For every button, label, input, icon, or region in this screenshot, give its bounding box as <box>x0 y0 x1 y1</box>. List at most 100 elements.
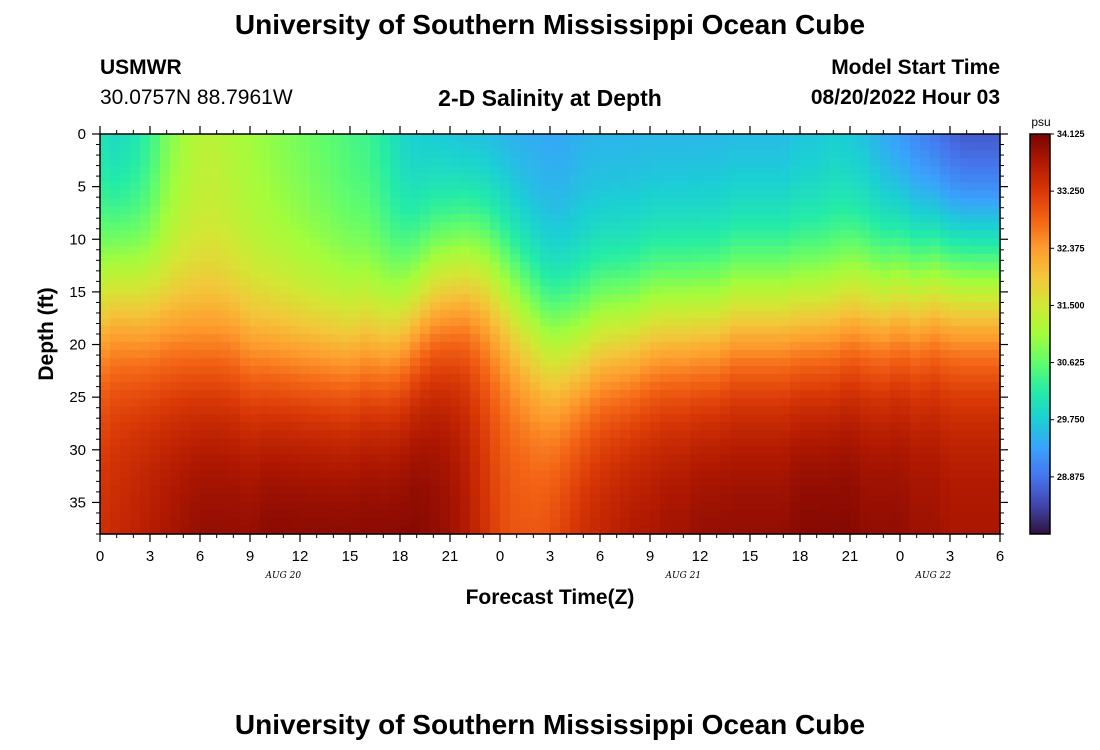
heatmap-cell <box>540 350 551 359</box>
heatmap-cell <box>300 158 311 167</box>
heatmap-cell <box>330 230 341 239</box>
heatmap-cell <box>600 246 611 255</box>
heatmap-cell <box>320 230 331 239</box>
heatmap-cell <box>140 406 151 415</box>
heatmap-cell <box>200 158 211 167</box>
heatmap-cell <box>910 358 921 367</box>
heatmap-cell <box>780 334 791 343</box>
heatmap-cell <box>140 390 151 399</box>
heatmap-cell <box>820 422 831 431</box>
heatmap-cell <box>890 174 901 183</box>
heatmap-cell <box>410 198 421 207</box>
heatmap-cell <box>970 446 981 455</box>
heatmap-cell <box>650 398 661 407</box>
heatmap-cell <box>640 406 651 415</box>
heatmap-cell <box>850 238 861 247</box>
heatmap-cell <box>190 438 201 447</box>
heatmap-cell <box>500 198 511 207</box>
heatmap-cell <box>960 326 971 335</box>
heatmap-cell <box>660 150 671 159</box>
heatmap-cell <box>860 278 871 287</box>
heatmap-cell <box>620 310 631 319</box>
heatmap-cell <box>530 302 541 311</box>
heatmap-cell <box>120 270 131 279</box>
heatmap-cell <box>370 486 381 495</box>
heatmap-cell <box>470 422 481 431</box>
heatmap-cell <box>210 382 221 391</box>
heatmap-cell <box>770 222 781 231</box>
heatmap-cell <box>210 134 221 143</box>
heatmap-cell <box>170 438 181 447</box>
heatmap-cell <box>140 398 151 407</box>
heatmap-cell <box>480 142 491 151</box>
heatmap-cell <box>400 502 411 511</box>
heatmap-cell <box>690 422 701 431</box>
heatmap-cell <box>550 262 561 271</box>
heatmap-cell <box>810 478 821 487</box>
heatmap-cell <box>760 438 771 447</box>
heatmap-cell <box>880 518 891 527</box>
heatmap-cell <box>710 494 721 503</box>
heatmap-cell <box>590 278 601 287</box>
heatmap-cell <box>130 350 141 359</box>
heatmap-cell <box>920 518 931 527</box>
heatmap-cell <box>440 158 451 167</box>
heatmap-cell <box>460 350 471 359</box>
heatmap-cell <box>170 358 181 367</box>
heatmap-cell <box>810 246 821 255</box>
heatmap-cell <box>460 382 471 391</box>
heatmap-cell <box>110 470 121 479</box>
heatmap-cell <box>120 406 131 415</box>
heatmap-cell <box>350 294 361 303</box>
heatmap-cell <box>730 142 741 151</box>
heatmap-cell <box>550 518 561 527</box>
heatmap-cell <box>780 430 791 439</box>
heatmap-cell <box>970 510 981 519</box>
heatmap-cell <box>680 510 691 519</box>
heatmap-cell <box>820 278 831 287</box>
heatmap-cell <box>600 334 611 343</box>
heatmap-cell <box>410 470 421 479</box>
heatmap-cell <box>760 142 771 151</box>
heatmap-cell <box>400 246 411 255</box>
heatmap-cell <box>600 230 611 239</box>
heatmap-cell <box>530 198 541 207</box>
heatmap-cell <box>360 478 371 487</box>
heatmap-cell <box>410 526 421 535</box>
heatmap-cell <box>880 502 891 511</box>
heatmap-cell <box>230 510 241 519</box>
heatmap-cell <box>840 518 851 527</box>
heatmap-cell <box>650 374 661 383</box>
heatmap-cell <box>250 358 261 367</box>
heatmap-cell <box>900 358 911 367</box>
heatmap-cell <box>730 166 741 175</box>
heatmap-cell <box>670 214 681 223</box>
heatmap-cell <box>740 150 751 159</box>
heatmap-cell <box>770 366 781 375</box>
heatmap-cell <box>240 358 251 367</box>
heatmap-cell <box>450 430 461 439</box>
heatmap-cell <box>310 230 321 239</box>
heatmap-cell <box>450 294 461 303</box>
heatmap-cell <box>660 422 671 431</box>
heatmap-cell <box>570 174 581 183</box>
heatmap-cell <box>650 222 661 231</box>
heatmap-cell <box>320 278 331 287</box>
heatmap-cell <box>390 278 401 287</box>
heatmap-cell <box>780 190 791 199</box>
heatmap-cell <box>510 414 521 423</box>
heatmap-cell <box>390 158 401 167</box>
heatmap-cell <box>210 454 221 463</box>
heatmap-cell <box>930 414 941 423</box>
heatmap-cell <box>330 190 341 199</box>
heatmap-cell <box>370 422 381 431</box>
heatmap-cell <box>530 326 541 335</box>
heatmap-cell <box>680 526 691 535</box>
heatmap-cell <box>600 494 611 503</box>
heatmap-cell <box>680 366 691 375</box>
heatmap-cell <box>740 350 751 359</box>
heatmap-cell <box>820 382 831 391</box>
heatmap-cell <box>890 470 901 479</box>
heatmap-cell <box>570 382 581 391</box>
heatmap-cell <box>380 230 391 239</box>
